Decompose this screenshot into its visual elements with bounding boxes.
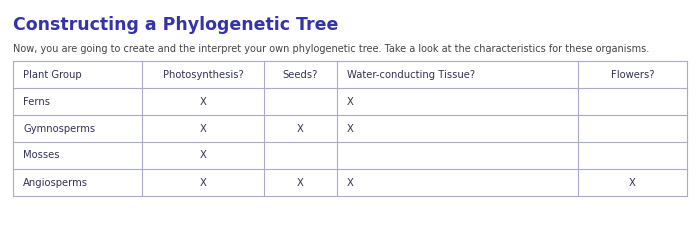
Text: Now, you are going to create and the interpret your own phylogenetic tree. Take : Now, you are going to create and the int… [13, 44, 650, 54]
Text: Gymnosperms: Gymnosperms [23, 123, 95, 134]
Text: X: X [346, 96, 354, 106]
Text: X: X [346, 177, 354, 188]
Text: Flowers?: Flowers? [610, 69, 654, 79]
Text: X: X [297, 123, 304, 134]
Text: Plant Group: Plant Group [23, 69, 82, 79]
Text: X: X [297, 177, 304, 188]
Text: Water-conducting Tissue?: Water-conducting Tissue? [346, 69, 475, 79]
Text: X: X [346, 123, 354, 134]
Text: X: X [199, 177, 206, 188]
Text: Constructing a Phylogenetic Tree: Constructing a Phylogenetic Tree [13, 16, 338, 34]
Text: Photosynthesis?: Photosynthesis? [162, 69, 244, 79]
Text: X: X [629, 177, 636, 188]
Text: X: X [199, 123, 206, 134]
Text: Mosses: Mosses [23, 150, 60, 161]
Text: Angiosperms: Angiosperms [23, 177, 88, 188]
Text: X: X [199, 150, 206, 161]
Text: Ferns: Ferns [23, 96, 50, 106]
Text: Seeds?: Seeds? [282, 69, 318, 79]
Text: X: X [199, 96, 206, 106]
